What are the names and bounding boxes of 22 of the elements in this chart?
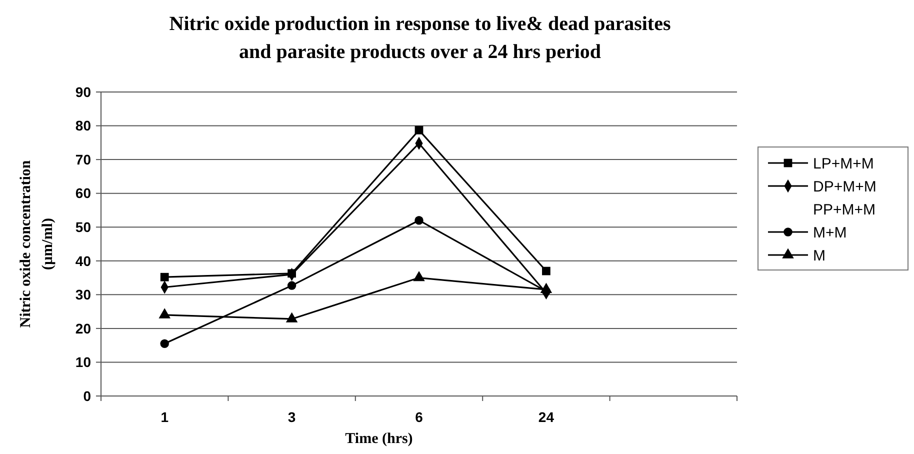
x-tick-label: 24: [538, 409, 554, 425]
y-tick-label: 20: [75, 320, 92, 336]
x-tick-label: 3: [288, 409, 296, 425]
y-tick-label: 80: [75, 118, 92, 134]
legend-label: M+M: [813, 224, 847, 242]
y-tick-label: 50: [75, 219, 92, 236]
y-tick-label: 0: [83, 388, 92, 404]
legend-label: M: [813, 247, 826, 264]
y-tick-label: 30: [75, 286, 92, 303]
y-tick-label: 60: [75, 185, 92, 202]
text: PP+M+M: [813, 201, 876, 218]
y-axis-title: Nitric oxide concentration (µm/ml): [18, 160, 56, 328]
x-tick-label: 6: [415, 409, 424, 425]
legend-label: DP+M+M: [813, 178, 876, 196]
legend-label: LP+M+M: [813, 155, 874, 172]
y-tick-label: 10: [75, 354, 92, 370]
y-tick-label: 40: [75, 252, 92, 269]
x-tick-label: 1: [160, 409, 169, 425]
chart-title: Nitric oxide production in response to live& dead parasites and parasite products over a 24 hrs period: [169, 13, 671, 63]
y-tick-label: 90: [75, 84, 92, 100]
x-axis-title: Time (hrs): [345, 431, 413, 447]
y-tick-label: 70: [75, 151, 92, 168]
